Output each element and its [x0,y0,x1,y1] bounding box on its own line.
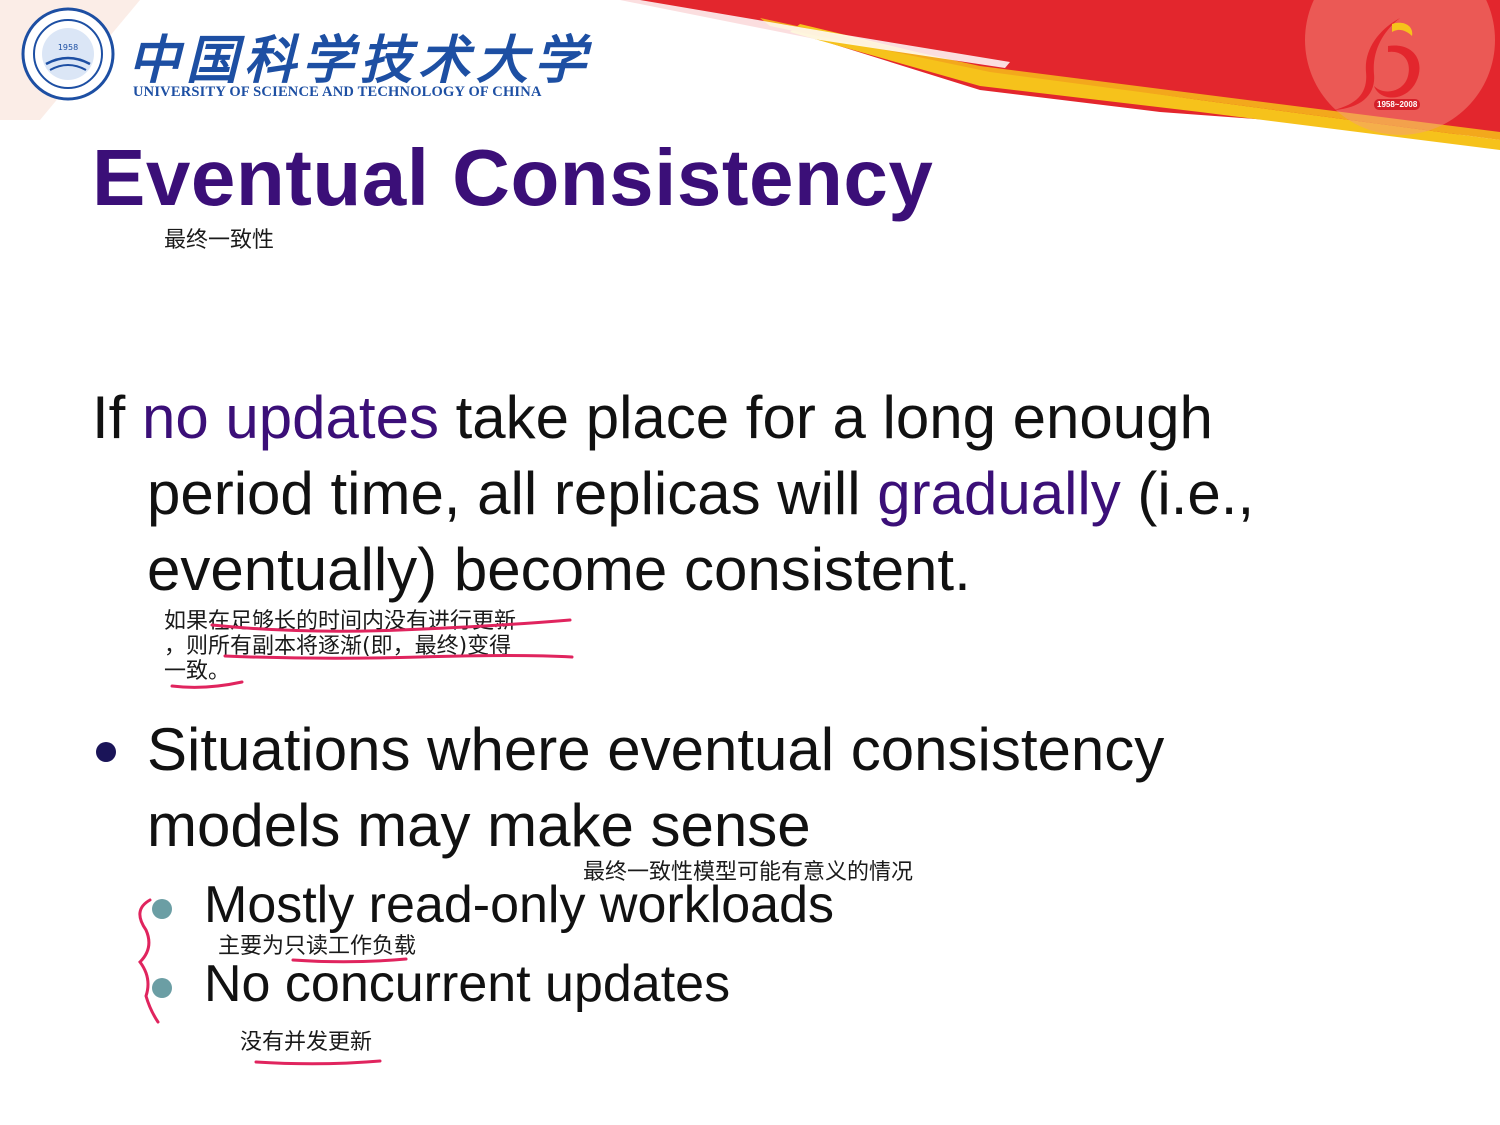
ink-underline-5 [254,1059,382,1066]
bullet-note: 最终一致性模型可能有意义的情况 [583,860,914,885]
slide-title: Eventual Consistency [92,133,934,222]
bullet-line-2: models may make sense [147,792,811,859]
bullet-dot [96,742,116,762]
highlight-gradually: gradually [877,460,1121,527]
highlight-no-updates: no updates [142,384,439,451]
sub-item-1-text: Mostly read-only workloads [204,876,835,934]
logo-chinese-name: 中国科学技术大学 [128,30,593,91]
paragraph-line-3: eventually) become consistent. [147,536,971,603]
paragraph-note-line-3: 一致。 [164,659,231,684]
anniversary-years: 1958~2008 [1374,99,1421,110]
sub-item-2-note: 没有并发更新 [240,1030,373,1055]
sub-item-1-note: 主要为只读工作负载 [218,934,417,959]
bullet-line-1: Situations where eventual consistency [147,716,1165,783]
ustc-seal-icon: 1958 [21,7,115,101]
sub-item-2-text: No concurrent updates [204,955,731,1013]
ink-bracket [138,898,160,1024]
sub-bullet-dot-1 [152,899,172,919]
seal-year: 1958 [58,43,78,52]
50th-anniversary-emblem-icon [1334,18,1420,110]
sub-bullet-dot-2 [152,978,172,998]
paragraph-line-2: period time, all replicas will gradually… [147,460,1255,527]
paragraph-line-1: If no updates take place for a long enou… [92,384,1213,451]
title-note: 最终一致性 [164,228,275,253]
logo-english-name: UNIVERSITY OF SCIENCE AND TECHNOLOGY OF … [133,84,542,100]
